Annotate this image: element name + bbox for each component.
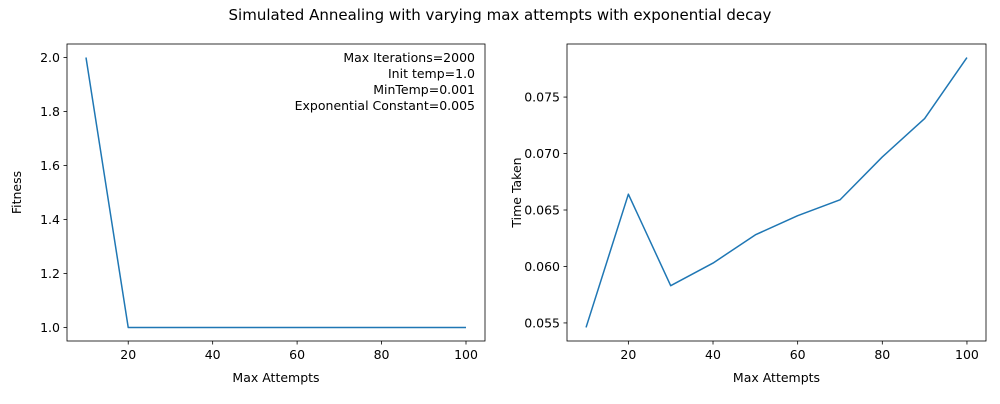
y-tick-label: 1.6 — [40, 158, 60, 173]
y-tick-label: 0.070 — [524, 146, 560, 161]
x-axis-label: Max Attempts — [733, 370, 820, 385]
x-tick-label: 40 — [205, 347, 221, 362]
annotation-line-2: MinTemp=0.001 — [373, 82, 475, 97]
x-axis-label: Max Attempts — [232, 370, 319, 385]
y-tick-label: 1.0 — [40, 320, 60, 335]
series-line-0 — [585, 57, 968, 328]
y-tick-label: 1.2 — [40, 266, 60, 281]
x-tick-label: 100 — [955, 347, 979, 362]
figure-suptitle: Simulated Annealing with varying max att… — [229, 6, 772, 24]
x-tick-label: 100 — [454, 347, 478, 362]
x-tick-label: 80 — [374, 347, 390, 362]
x-tick-label: 20 — [120, 347, 136, 362]
time-taken-chart: 20 40 60 80 100 0.055 0.060 0.065 0.070 0.075 Max … — [509, 43, 987, 385]
x-tick-label: 40 — [705, 347, 721, 362]
fitness-chart: 20 40 60 80 100 1.0 1.2 1.4 1.6 1.8 2.0 Max Attempt… — [9, 43, 486, 385]
annotation-line-3: Exponential Constant=0.005 — [295, 98, 475, 113]
series-line-0 — [85, 57, 466, 329]
plot-frame — [566, 43, 987, 342]
x-tick-label: 80 — [874, 347, 890, 362]
annotation-line-0: Max Iterations=2000 — [343, 50, 475, 65]
plot-frame — [66, 43, 486, 342]
y-tick-label: 0.065 — [524, 203, 560, 218]
y-tick-label: 2.0 — [40, 50, 60, 65]
x-tick-label: 60 — [289, 347, 305, 362]
y-tick-label: 1.4 — [40, 212, 60, 227]
y-axis-label: Time Taken — [509, 157, 524, 228]
y-axis-label: Fitness — [9, 171, 24, 214]
y-tick-label: 0.055 — [524, 315, 560, 330]
y-tick-label: 1.8 — [40, 104, 60, 119]
y-tick-label: 0.075 — [524, 90, 560, 105]
x-tick-label: 60 — [790, 347, 806, 362]
x-tick-label: 20 — [620, 347, 636, 362]
y-tick-label: 0.060 — [524, 259, 560, 274]
annotation-line-1: Init temp=1.0 — [388, 66, 475, 81]
